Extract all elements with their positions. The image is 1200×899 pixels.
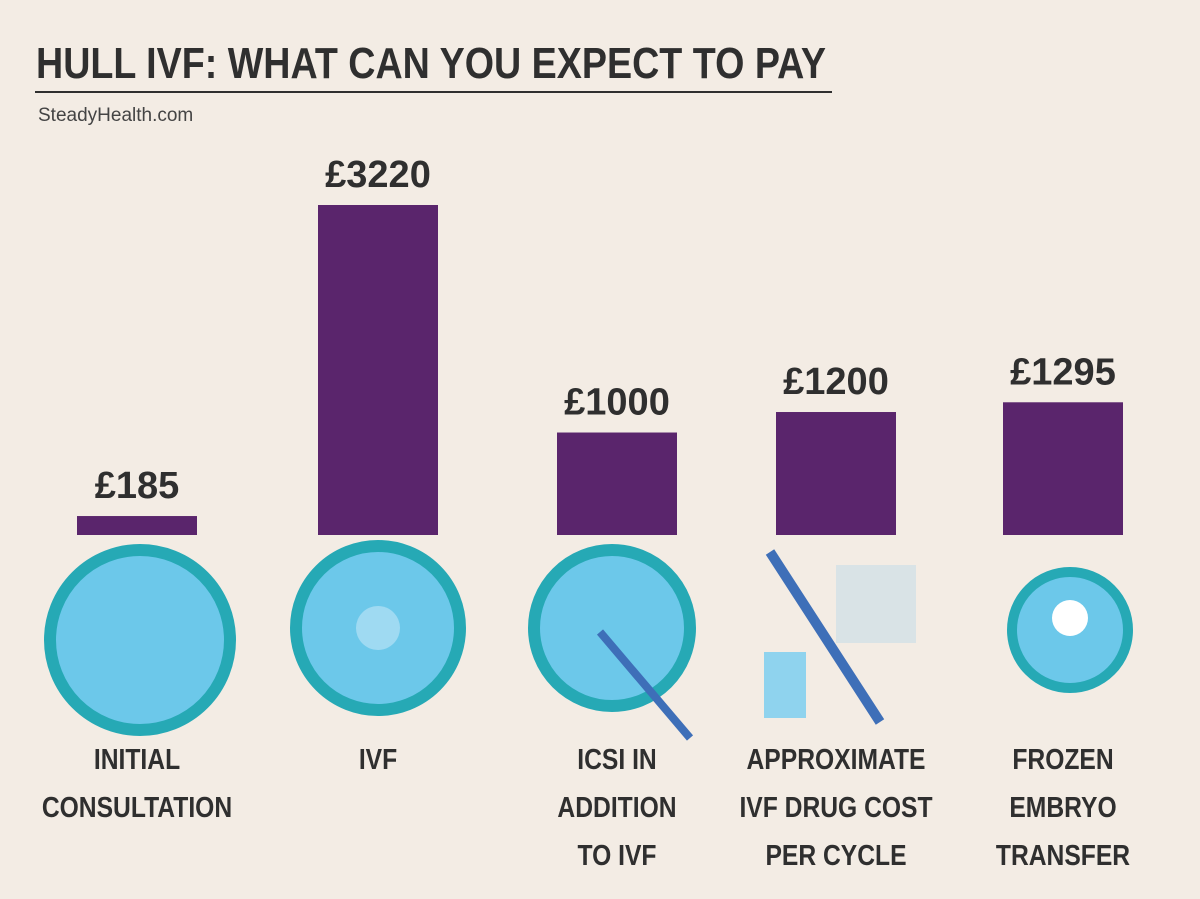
category-label: FROZEN EMBRYO TRANSFER xyxy=(995,744,1131,872)
chart-title: HULL IVF: WHAT CAN YOU EXPECT TO PAY xyxy=(36,39,826,88)
category-label: APPROXIMATE IVF DRUG COST PER CYCLE xyxy=(739,744,933,872)
value-label: £1000 xyxy=(564,382,670,424)
category-label: ICSI IN ADDITION TO IVF xyxy=(557,744,677,872)
category-label: IVF xyxy=(358,744,398,776)
bar xyxy=(776,412,896,535)
value-label: £3220 xyxy=(325,154,431,196)
value-label: £1200 xyxy=(783,361,889,403)
bar xyxy=(318,205,438,535)
icons xyxy=(44,540,1133,741)
category-label: INITIAL CONSULTATION xyxy=(41,744,233,824)
source: SteadyHealth.com xyxy=(38,105,193,126)
bar xyxy=(557,432,677,535)
value-label: £185 xyxy=(95,465,180,507)
bar xyxy=(77,516,197,535)
bar xyxy=(1003,402,1123,535)
value-label: £1295 xyxy=(1010,351,1116,393)
